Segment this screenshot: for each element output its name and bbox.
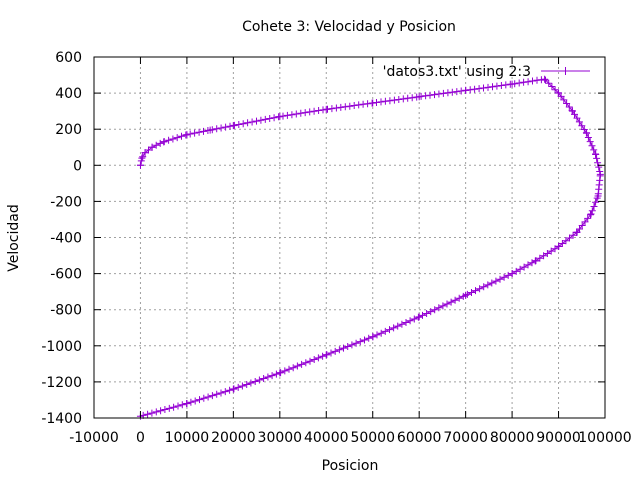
y-tick-label: 400 <box>55 86 82 102</box>
data-point <box>369 333 377 341</box>
x-tick-label: 60000 <box>397 430 442 446</box>
data-point <box>594 192 602 200</box>
x-tick-label: 10000 <box>165 430 210 446</box>
data-point <box>138 154 146 162</box>
data-point <box>415 313 423 321</box>
data-point <box>229 122 237 130</box>
x-tick-label: 0 <box>136 430 145 446</box>
data-point <box>587 210 595 218</box>
data-point <box>462 291 470 299</box>
chart-title: Cohete 3: Velocidad y Posicion <box>242 19 456 35</box>
x-tick-label: 50000 <box>350 430 395 446</box>
data-point <box>555 89 563 97</box>
y-tick-label: -600 <box>50 267 82 283</box>
x-tick-label: 40000 <box>304 430 349 446</box>
x-tick-label: 70000 <box>443 430 488 446</box>
data-point <box>582 129 590 137</box>
y-tick-label: -1400 <box>41 411 82 427</box>
y-axis-label: Velocidad <box>6 204 22 272</box>
axes-layer: -10000 0 10000 20000 30000 40000 50000 60000 700… <box>41 50 631 446</box>
data-point <box>276 369 284 377</box>
y-tick-label: 0 <box>73 158 82 174</box>
x-tick-label: 20000 <box>211 430 256 446</box>
series-layer <box>136 75 604 420</box>
x-tick-label: 30000 <box>258 430 303 446</box>
legend-marker <box>561 67 570 75</box>
x-tick-label: 100000 <box>578 430 631 446</box>
legend-label: 'datos3.txt' using 2:3 <box>383 64 531 80</box>
data-point <box>508 80 516 88</box>
data-point <box>229 385 237 393</box>
data-point <box>183 400 191 408</box>
data-point <box>596 170 604 178</box>
series-markers <box>137 76 604 419</box>
data-point <box>276 113 284 121</box>
x-tick-label: -10000 <box>69 430 119 446</box>
legend: 'datos3.txt' using 2:3 <box>383 64 590 80</box>
grid-layer <box>94 57 605 418</box>
y-tick-label: -200 <box>50 194 82 210</box>
data-point <box>415 93 423 101</box>
data-point <box>573 228 581 236</box>
data-point <box>568 107 576 115</box>
data-point <box>555 243 563 251</box>
y-tick-label: -400 <box>50 231 82 247</box>
data-point <box>592 150 600 158</box>
x-axis-label: Posicion <box>322 458 379 474</box>
y-tick-label: -1000 <box>41 339 82 355</box>
data-point <box>206 126 214 134</box>
data-point <box>148 143 156 151</box>
y-tick-label: -800 <box>50 303 82 319</box>
x-tick-label: 90000 <box>536 430 581 446</box>
data-point <box>183 131 191 139</box>
y-tick-label: 600 <box>55 50 82 66</box>
data-point <box>508 270 516 278</box>
data-point <box>141 149 149 157</box>
data-point <box>322 105 330 113</box>
data-point <box>160 138 168 146</box>
data-point <box>462 86 470 94</box>
x-tick-label: 80000 <box>490 430 535 446</box>
y-tick-label: -1200 <box>41 375 82 391</box>
y-tick-label: 200 <box>55 122 82 138</box>
data-point <box>322 351 330 359</box>
data-point <box>531 257 539 265</box>
data-point <box>136 161 144 169</box>
data-point <box>369 99 377 107</box>
data-point <box>541 75 549 83</box>
